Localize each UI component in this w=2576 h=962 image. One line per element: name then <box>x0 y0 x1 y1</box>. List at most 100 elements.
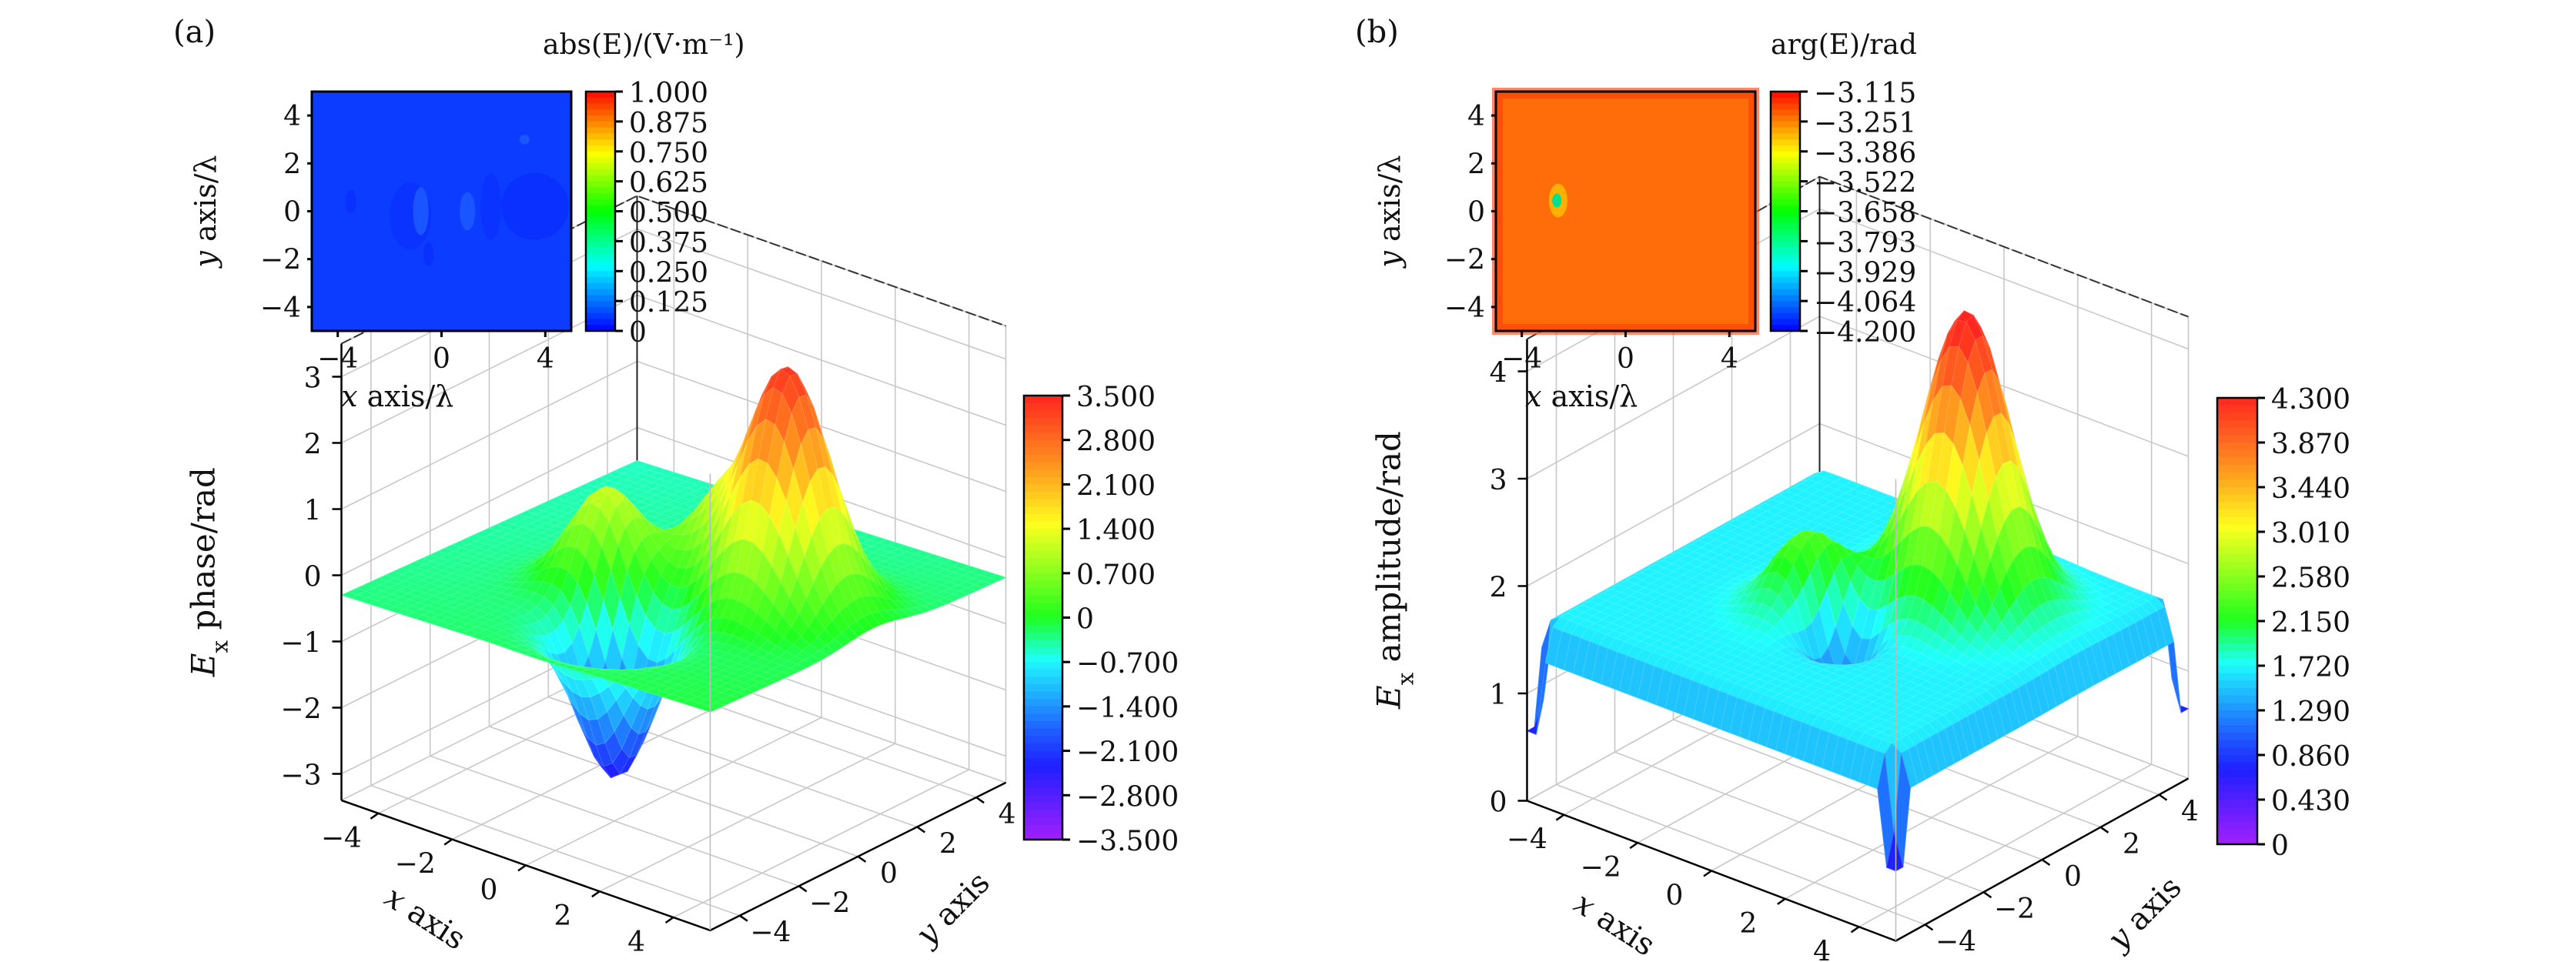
x-tick-label: −2 <box>395 849 436 880</box>
colorbar-band <box>586 121 615 129</box>
colorbar-band <box>1024 610 1062 619</box>
colorbar-band <box>1024 750 1062 759</box>
inset-x-axis-title: x axis/λ <box>341 379 453 413</box>
colorbar-tick-label: 1.720 <box>2271 652 2350 683</box>
colorbar-band <box>2217 650 2257 659</box>
inset-y-axis-title-text: axis/λ <box>189 155 222 251</box>
colorbar-band <box>2217 717 2257 726</box>
x-tick-label: 0 <box>1666 880 1684 912</box>
colorbar-band <box>2217 814 2257 823</box>
inset-x-axis-title-symbol: x <box>341 379 357 413</box>
colorbar-tick-label: −1.400 <box>1076 693 1179 724</box>
colorbar-tick-label: −3.793 <box>1814 227 1916 259</box>
colorbar-band <box>1024 550 1062 559</box>
colorbar-band <box>2217 449 2257 458</box>
colorbar-band <box>1024 403 1062 411</box>
colorbar-band <box>586 306 615 314</box>
colorbar-band <box>2217 546 2257 555</box>
y-tick <box>2041 858 2051 867</box>
colorbar-tick-label: −2.100 <box>1076 737 1179 769</box>
x-tick <box>1555 813 1565 821</box>
inset-x-axis-title-text: axis/λ <box>1542 379 1638 413</box>
colorbar-tick-label: 0.125 <box>629 287 708 319</box>
colorbar-band <box>1771 229 1800 236</box>
colorbar-band <box>2217 569 2257 577</box>
colorbar-band <box>586 151 615 159</box>
colorbar-band <box>1024 417 1062 426</box>
x-tick <box>1703 870 1712 877</box>
inset-colorbar: −3.115−3.251−3.386−3.522−3.658−3.793−3.9… <box>1769 78 1916 349</box>
colorbar-band <box>586 271 615 278</box>
colorbar-tick-label: 2.100 <box>1076 470 1156 502</box>
colorbar-band <box>1771 175 1800 182</box>
panel-label-b: (b) <box>1355 15 1399 50</box>
colorbar-band <box>1024 469 1062 478</box>
colorbar-band <box>586 145 615 152</box>
colorbar-band <box>1024 669 1062 678</box>
z-axis-title-text: amplitude/rad <box>1370 431 1408 673</box>
colorbar-band <box>2217 658 2257 666</box>
colorbar-band <box>586 282 615 290</box>
colorbar-band <box>1024 433 1062 441</box>
colorbar-band <box>586 295 615 302</box>
colorbar-band <box>1024 654 1062 663</box>
heatmap-blob <box>423 242 434 267</box>
colorbar-band <box>586 252 615 260</box>
colorbar-band <box>1771 306 1800 314</box>
colorbar-band <box>1771 92 1800 99</box>
colorbar-band <box>586 139 615 146</box>
x-tick <box>443 838 453 846</box>
colorbar-band <box>1024 758 1062 767</box>
colorbar-band <box>2217 479 2257 488</box>
colorbar-band <box>2217 554 2257 563</box>
colorbar-tick-label: 1.000 <box>629 78 708 109</box>
colorbar-tick-label: −0.700 <box>1076 648 1179 680</box>
colorbar-band <box>2217 443 2257 451</box>
colorbar-tick-label: −4.064 <box>1814 287 1916 319</box>
colorbar-tick-label: −3.658 <box>1814 198 1916 229</box>
colorbar-band <box>586 163 615 170</box>
colorbar-band <box>586 325 615 332</box>
x-tick <box>1850 926 1860 934</box>
z-axis-title-symbol: E <box>1370 685 1408 710</box>
colorbar-band <box>1024 439 1062 448</box>
colorbar-band <box>1024 632 1062 640</box>
colorbar-band <box>1771 163 1800 170</box>
colorbar-band <box>1771 157 1800 164</box>
colorbar-band <box>586 157 615 164</box>
colorbar-tick-label: −3.522 <box>1814 168 1916 199</box>
colorbar-band <box>1771 295 1800 302</box>
colorbar-band <box>1024 802 1062 811</box>
colorbar-band <box>2217 822 2257 830</box>
colorbar-band <box>2217 472 2257 480</box>
inset-heatmap-b: 420−2−4−4 0 4y axis/λx axis/λ−3.115−3.251−… <box>1373 78 1916 413</box>
colorbar-band <box>1024 676 1062 685</box>
heatmap-background <box>1496 92 1755 331</box>
colorbar-band <box>1771 241 1800 248</box>
colorbar-band <box>1771 181 1800 188</box>
colorbar-band <box>586 277 615 284</box>
y-tick-label: −2 <box>1444 245 1485 276</box>
surface-facet <box>1886 832 1904 872</box>
x-tick-label: 2 <box>1739 908 1757 940</box>
z-axis-title: Ex amplitude/rad <box>1370 431 1419 710</box>
colorbar-band <box>2217 487 2257 496</box>
colorbar-band <box>1024 447 1062 456</box>
colorbar-tick-label: 0.700 <box>1076 559 1156 591</box>
colorbar-band <box>586 211 615 218</box>
colorbar-band <box>1024 691 1062 700</box>
colorbar-band <box>1024 640 1062 648</box>
colorbar-band <box>1024 595 1062 603</box>
x-tick-label: 0 <box>1617 343 1634 375</box>
colorbar-band <box>2217 777 2257 786</box>
inset-x-axis-title: x axis/λ <box>1525 379 1638 413</box>
y-tick <box>1924 924 1934 931</box>
colorbar-band <box>1024 699 1062 707</box>
colorbar-tick-label: 3.440 <box>2271 473 2350 505</box>
colorbar-band <box>586 187 615 194</box>
inset-y-axis-title-symbol: y <box>1373 251 1407 269</box>
colorbar-band <box>1024 625 1062 633</box>
panel-label-a: (a) <box>173 15 216 50</box>
colorbar-band <box>2217 502 2257 510</box>
colorbar-band <box>586 199 615 206</box>
